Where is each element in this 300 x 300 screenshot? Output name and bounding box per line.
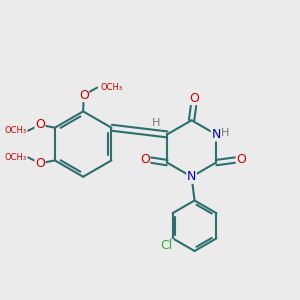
Text: OCH₃: OCH₃ — [4, 126, 27, 135]
Text: O: O — [35, 118, 45, 131]
Text: O: O — [190, 92, 200, 104]
Text: O: O — [35, 157, 45, 170]
Text: H: H — [152, 118, 160, 128]
Text: OCH₃: OCH₃ — [4, 153, 27, 162]
Text: N: N — [187, 170, 196, 183]
Text: O: O — [236, 153, 246, 166]
Text: H: H — [221, 128, 230, 138]
Text: OCH₃: OCH₃ — [100, 83, 122, 92]
Text: N: N — [211, 128, 221, 141]
Text: O: O — [79, 88, 89, 101]
Text: Cl: Cl — [160, 239, 173, 252]
Text: O: O — [140, 153, 150, 166]
